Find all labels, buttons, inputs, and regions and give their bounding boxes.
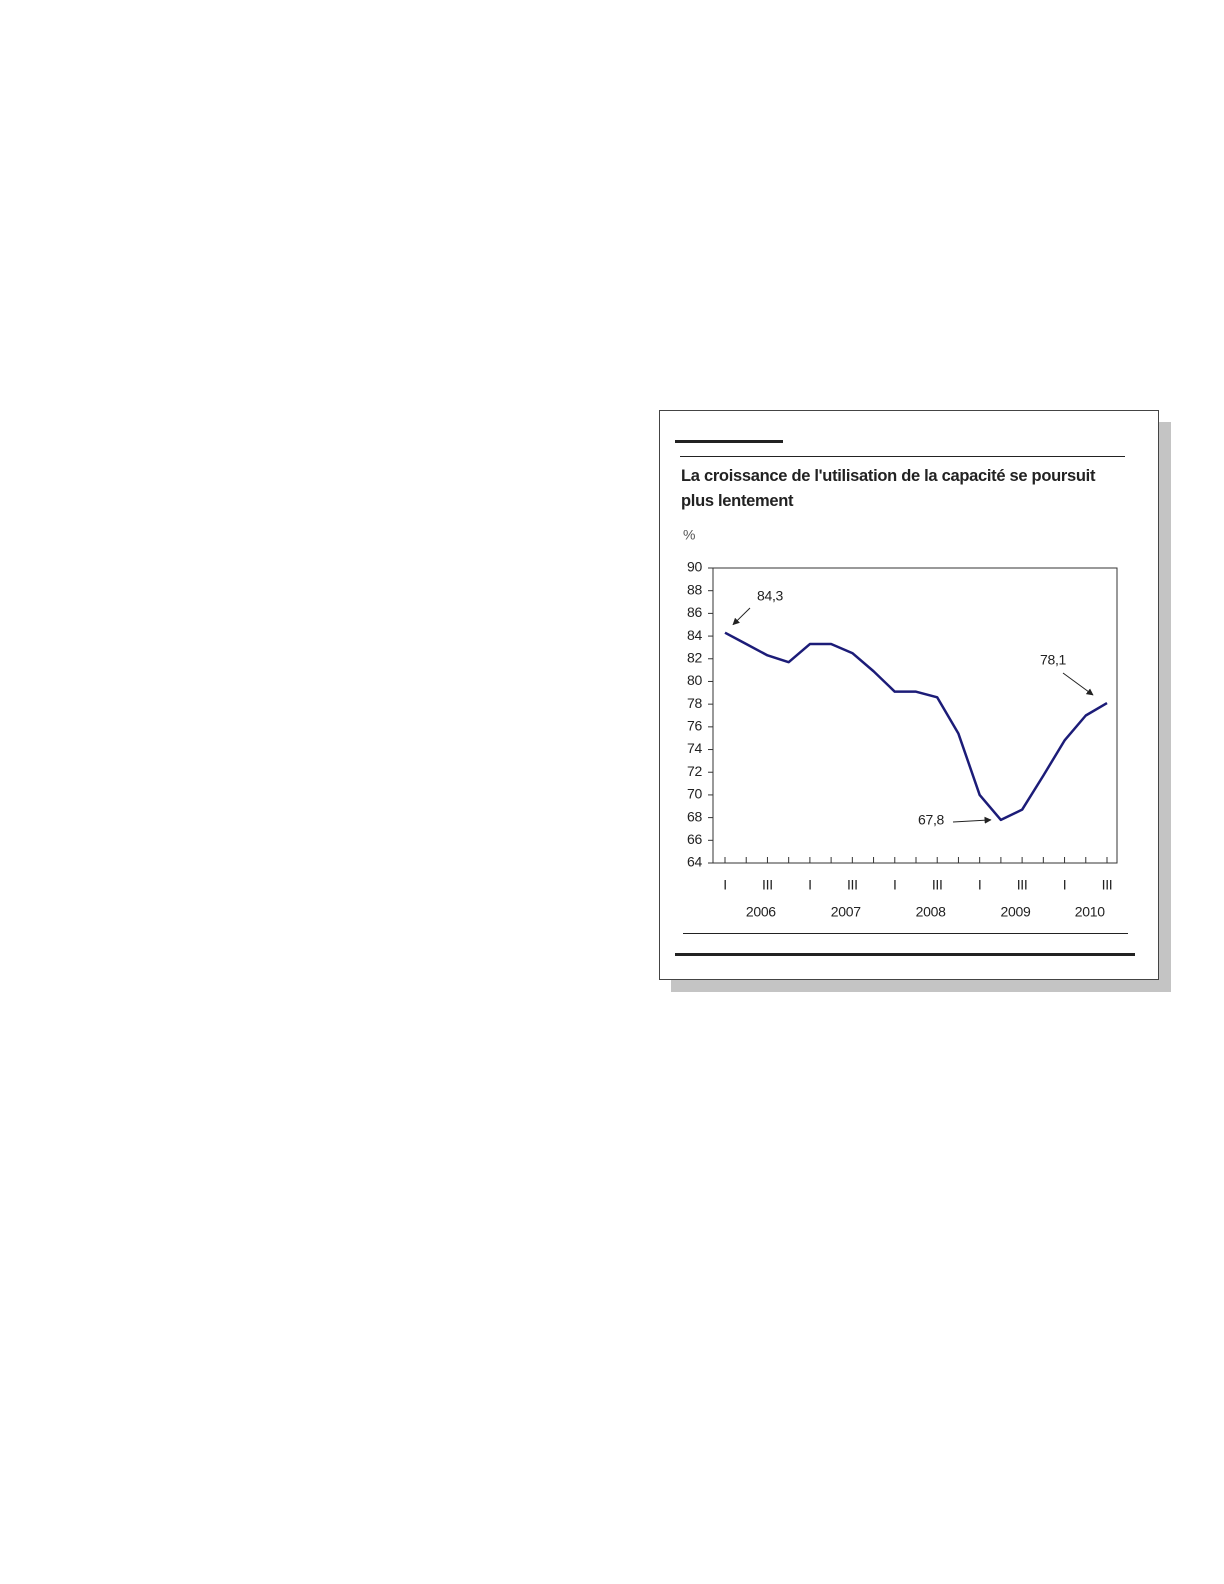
annotation-label: 84,3	[757, 588, 784, 604]
rule	[683, 933, 1128, 934]
annotation-arrow	[952, 816, 992, 824]
plot-frame	[712, 567, 1118, 864]
annotation-arrow	[1062, 672, 1094, 696]
y-tick-label: 80	[687, 672, 702, 688]
y-tick-label: 66	[687, 831, 702, 847]
y-tick-label: 70	[687, 786, 702, 802]
annotation-arrow	[732, 607, 751, 626]
chart-frame	[659, 410, 1159, 980]
annotation-label: 78,1	[1040, 652, 1067, 668]
y-tick-label: 64	[687, 854, 702, 870]
y-tick-label: 82	[687, 649, 702, 665]
x-tick-label: I	[893, 877, 897, 893]
x-tick-label: I	[723, 877, 727, 893]
y-tick-label: 86	[687, 604, 702, 620]
x-tick-label: I	[1063, 877, 1067, 893]
data-line	[724, 631, 1108, 822]
y-tick-label: 68	[687, 808, 702, 824]
y-tick-label: 76	[687, 718, 702, 734]
rule	[675, 953, 1135, 956]
y-tick-label: 84	[687, 627, 702, 643]
x-tick-label: III	[762, 877, 773, 893]
chart-title: La croissance de l'utilisation de la cap…	[681, 467, 1096, 510]
x-group-label: 2006	[746, 904, 776, 920]
rule	[675, 440, 783, 443]
x-tick-label: III	[1017, 877, 1028, 893]
y-tick-label: 90	[687, 559, 702, 575]
y-tick-label: 72	[687, 763, 702, 779]
y-tick-label: 88	[687, 581, 702, 597]
x-tick-label: III	[847, 877, 858, 893]
x-tick-label: III	[1102, 877, 1113, 893]
annotation-label: 67,8	[918, 812, 945, 828]
rule	[680, 456, 1125, 457]
y-tick-label: 74	[687, 740, 702, 756]
y-tick-label: 78	[687, 695, 702, 711]
x-group-label: 2009	[1001, 904, 1031, 920]
y-axis-label: %	[683, 527, 695, 543]
x-tick-label: III	[932, 877, 943, 893]
x-tick-label: I	[808, 877, 812, 893]
x-tick-label: I	[978, 877, 982, 893]
x-group-label: 2007	[831, 904, 861, 920]
x-group-label: 2010	[1075, 904, 1105, 920]
x-group-label: 2008	[916, 904, 946, 920]
